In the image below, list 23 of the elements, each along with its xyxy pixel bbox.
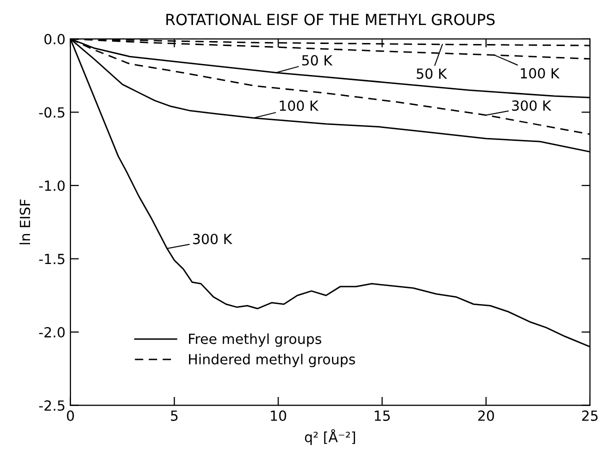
x-tick-label: 15	[374, 410, 390, 421]
x-tick-label: 25	[582, 410, 598, 421]
x-tick-label: 20	[478, 410, 494, 421]
x-tick-label: 5	[170, 410, 178, 421]
annotation: 100 K	[520, 68, 560, 79]
y-tick-label: -1.0	[39, 180, 65, 191]
annotation: 50 K	[302, 55, 333, 66]
y-axis-title: ln EISF	[19, 200, 30, 244]
y-tick-label: -1.5	[39, 254, 64, 264]
legend-label: Free methyl groups	[189, 333, 322, 347]
chart-title: ROTATIONAL EISF OF THE METHYL GROUPS	[166, 14, 495, 26]
x-tick-label: 0	[66, 410, 74, 421]
y-tick-label: 0.0	[44, 34, 65, 44]
x-tick-label: 10	[270, 410, 286, 421]
annotation: 100 K	[280, 100, 319, 111]
x-axis-title: q² [Å⁻²]	[304, 429, 356, 445]
y-tick-label: -2.0	[39, 327, 65, 338]
y-tick-label: -0.5	[39, 107, 64, 118]
y-tick-label: -2.5	[39, 400, 64, 411]
annotation: 300 K	[193, 234, 232, 244]
legend-label: Hindered methyl groups	[189, 354, 356, 368]
annotation: 300 K	[512, 100, 552, 111]
annotation: 50 K	[416, 68, 448, 79]
